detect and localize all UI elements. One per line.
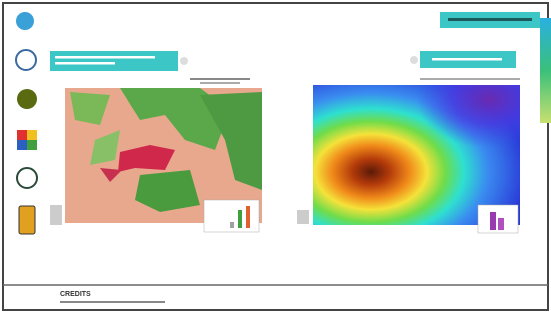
banner-text [55,62,115,65]
logo-icon[interactable] [17,130,37,150]
logo-icon[interactable] [17,168,37,188]
legend [297,210,309,224]
map-caption [190,78,250,80]
footer-title: CREDITS [60,291,91,298]
banner-dot [180,57,188,65]
map-caption [200,82,240,84]
logo-icon[interactable] [16,12,34,30]
page: CREDITS (() => { const data = JSON.parse… [0,0,551,313]
logo-icon[interactable] [16,50,36,70]
legend [50,205,62,225]
slide: CREDITS [0,0,551,313]
map-caption [420,78,520,80]
footer-text [60,301,165,303]
logo-icon[interactable] [17,89,37,109]
banner-text [55,56,155,59]
banner-dot [410,56,418,64]
logo-icon[interactable] [19,206,35,234]
banner [50,51,178,71]
terrain-map [65,88,262,232]
banner-text [432,58,502,61]
banner-text [448,18,532,21]
heat-map [313,85,520,233]
side-strip [540,18,551,123]
